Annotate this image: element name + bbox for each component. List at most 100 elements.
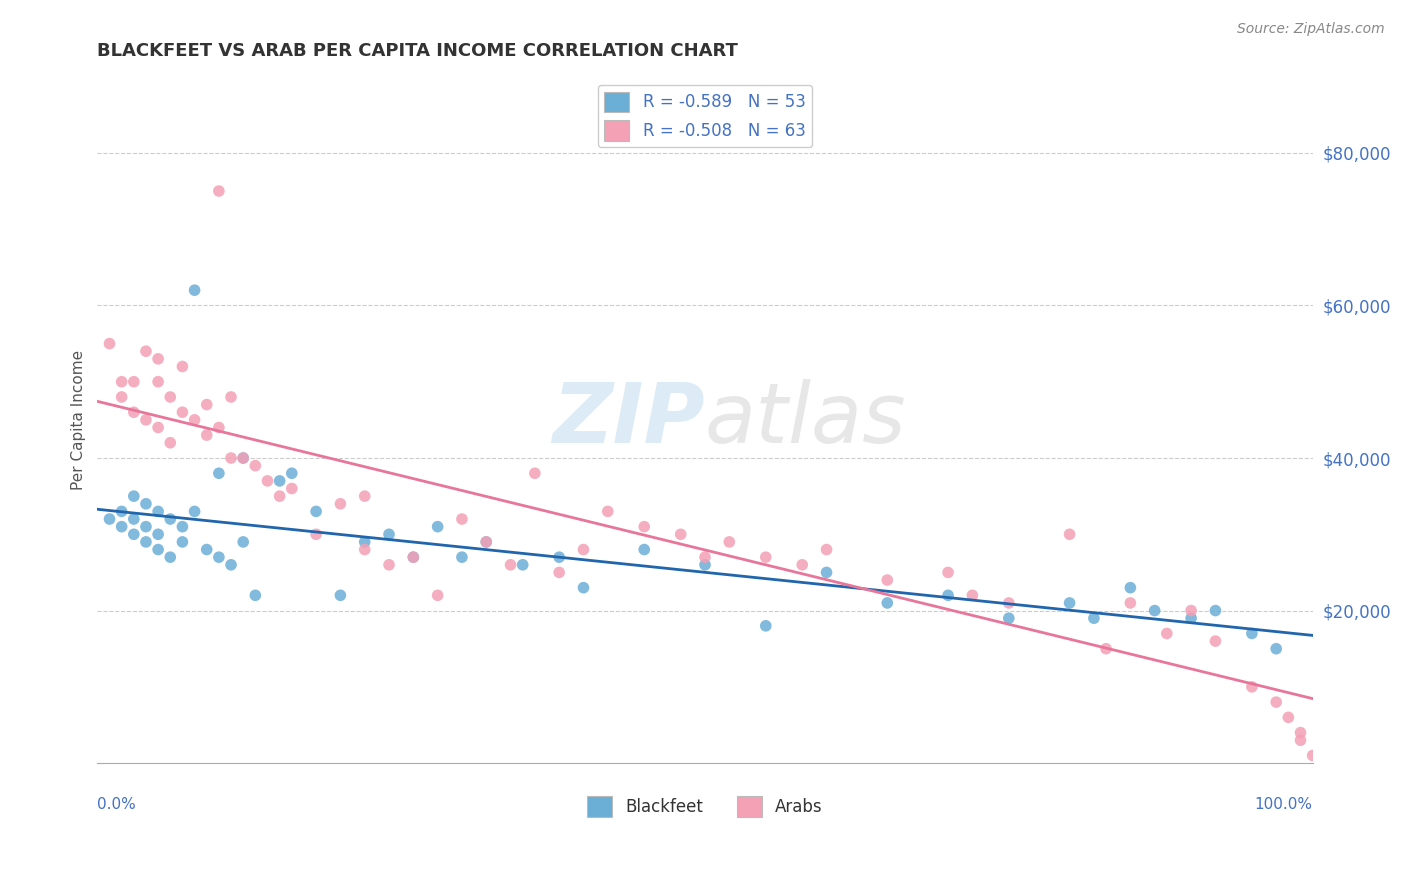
- Point: [122, 375, 145, 389]
- Point: [111, 519, 134, 533]
- Point: [1302, 748, 1324, 763]
- Point: [232, 535, 254, 549]
- Point: [426, 588, 449, 602]
- Legend: Blackfeet, Arabs: Blackfeet, Arabs: [581, 789, 830, 823]
- Point: [1204, 603, 1226, 617]
- Text: 100.0%: 100.0%: [1254, 797, 1313, 813]
- Text: 0.0%: 0.0%: [97, 797, 136, 813]
- Point: [1059, 596, 1081, 610]
- Point: [111, 375, 134, 389]
- Point: [172, 519, 194, 533]
- Point: [172, 359, 194, 374]
- Point: [1119, 596, 1142, 610]
- Point: [548, 550, 571, 565]
- Point: [1277, 710, 1299, 724]
- Point: [962, 588, 984, 602]
- Point: [1240, 680, 1263, 694]
- Point: [122, 405, 145, 419]
- Point: [195, 428, 218, 442]
- Point: [135, 497, 157, 511]
- Text: ZIP: ZIP: [553, 379, 704, 460]
- Point: [402, 550, 425, 565]
- Point: [669, 527, 692, 541]
- Point: [936, 566, 959, 580]
- Point: [512, 558, 534, 572]
- Point: [183, 504, 205, 518]
- Point: [146, 375, 169, 389]
- Point: [111, 390, 134, 404]
- Point: [936, 588, 959, 602]
- Point: [146, 542, 169, 557]
- Point: [596, 504, 619, 518]
- Point: [269, 474, 291, 488]
- Point: [219, 450, 242, 465]
- Point: [633, 542, 655, 557]
- Point: [122, 512, 145, 526]
- Point: [281, 482, 304, 496]
- Point: [159, 390, 181, 404]
- Point: [208, 550, 231, 565]
- Point: [353, 489, 375, 503]
- Point: [183, 283, 205, 297]
- Point: [792, 558, 814, 572]
- Point: [876, 596, 898, 610]
- Point: [146, 527, 169, 541]
- Point: [111, 504, 134, 518]
- Point: [98, 512, 121, 526]
- Point: [281, 467, 304, 481]
- Point: [353, 535, 375, 549]
- Point: [208, 184, 231, 198]
- Point: [98, 336, 121, 351]
- Point: [1083, 611, 1105, 625]
- Point: [1265, 695, 1288, 709]
- Point: [122, 489, 145, 503]
- Point: [245, 458, 267, 473]
- Point: [523, 467, 546, 481]
- Point: [232, 450, 254, 465]
- Point: [693, 558, 716, 572]
- Point: [548, 566, 571, 580]
- Point: [329, 588, 352, 602]
- Text: atlas: atlas: [704, 379, 907, 460]
- Point: [135, 535, 157, 549]
- Point: [183, 413, 205, 427]
- Point: [329, 497, 352, 511]
- Point: [159, 550, 181, 565]
- Point: [475, 535, 498, 549]
- Point: [1156, 626, 1178, 640]
- Point: [135, 519, 157, 533]
- Point: [269, 489, 291, 503]
- Point: [755, 619, 778, 633]
- Point: [208, 420, 231, 434]
- Point: [1095, 641, 1118, 656]
- Y-axis label: Per Capita Income: Per Capita Income: [72, 350, 86, 490]
- Point: [572, 581, 595, 595]
- Point: [475, 535, 498, 549]
- Point: [1240, 626, 1263, 640]
- Point: [135, 344, 157, 359]
- Point: [1180, 611, 1202, 625]
- Point: [1265, 641, 1288, 656]
- Point: [1180, 603, 1202, 617]
- Point: [122, 527, 145, 541]
- Point: [172, 405, 194, 419]
- Point: [815, 542, 838, 557]
- Point: [633, 519, 655, 533]
- Point: [219, 558, 242, 572]
- Point: [195, 398, 218, 412]
- Point: [451, 550, 474, 565]
- Point: [305, 504, 328, 518]
- Point: [572, 542, 595, 557]
- Point: [451, 512, 474, 526]
- Point: [353, 542, 375, 557]
- Point: [378, 558, 401, 572]
- Point: [378, 527, 401, 541]
- Point: [195, 542, 218, 557]
- Point: [172, 535, 194, 549]
- Point: [1204, 634, 1226, 648]
- Point: [159, 512, 181, 526]
- Point: [256, 474, 278, 488]
- Point: [998, 611, 1021, 625]
- Point: [426, 519, 449, 533]
- Point: [998, 596, 1021, 610]
